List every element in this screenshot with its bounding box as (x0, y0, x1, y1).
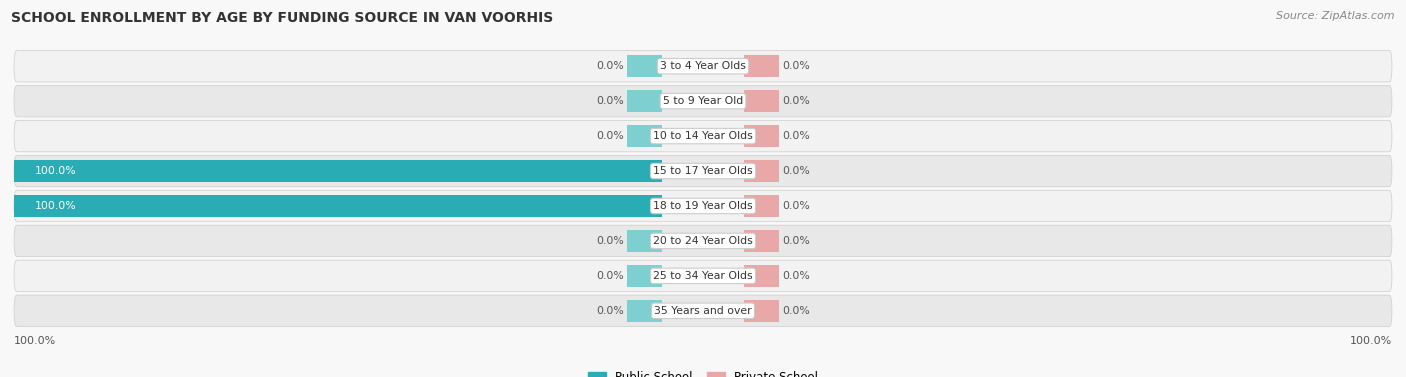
Text: 0.0%: 0.0% (782, 201, 810, 211)
Text: 3 to 4 Year Olds: 3 to 4 Year Olds (659, 61, 747, 71)
Text: 15 to 17 Year Olds: 15 to 17 Year Olds (654, 166, 752, 176)
Text: 0.0%: 0.0% (782, 131, 810, 141)
Bar (627, 230, 662, 252)
Legend: Public School, Private School: Public School, Private School (583, 366, 823, 377)
Text: 35 Years and over: 35 Years and over (654, 306, 752, 316)
FancyBboxPatch shape (14, 155, 1392, 187)
FancyBboxPatch shape (14, 225, 1392, 257)
Text: 0.0%: 0.0% (782, 236, 810, 246)
Bar (744, 230, 779, 252)
Bar (744, 300, 779, 322)
Bar (14, 160, 662, 182)
Bar (627, 55, 662, 77)
Bar (744, 125, 779, 147)
Bar (744, 195, 779, 217)
Bar (627, 125, 662, 147)
Text: 0.0%: 0.0% (596, 236, 624, 246)
Text: 0.0%: 0.0% (782, 61, 810, 71)
Text: Source: ZipAtlas.com: Source: ZipAtlas.com (1277, 11, 1395, 21)
Bar (627, 300, 662, 322)
Text: 0.0%: 0.0% (596, 96, 624, 106)
Bar (744, 90, 779, 112)
Bar (627, 265, 662, 287)
Text: 0.0%: 0.0% (596, 61, 624, 71)
Text: 25 to 34 Year Olds: 25 to 34 Year Olds (654, 271, 752, 281)
Text: 0.0%: 0.0% (782, 96, 810, 106)
Bar (627, 90, 662, 112)
FancyBboxPatch shape (14, 190, 1392, 222)
Bar (14, 195, 662, 217)
Bar (744, 265, 779, 287)
Text: 18 to 19 Year Olds: 18 to 19 Year Olds (654, 201, 752, 211)
Text: SCHOOL ENROLLMENT BY AGE BY FUNDING SOURCE IN VAN VOORHIS: SCHOOL ENROLLMENT BY AGE BY FUNDING SOUR… (11, 11, 554, 25)
Bar (744, 160, 779, 182)
Text: 100.0%: 100.0% (1350, 336, 1392, 346)
Text: 0.0%: 0.0% (782, 271, 810, 281)
Text: 0.0%: 0.0% (596, 271, 624, 281)
Bar (744, 55, 779, 77)
FancyBboxPatch shape (14, 295, 1392, 326)
Text: 100.0%: 100.0% (14, 336, 56, 346)
Text: 0.0%: 0.0% (782, 306, 810, 316)
Text: 10 to 14 Year Olds: 10 to 14 Year Olds (654, 131, 752, 141)
Text: 100.0%: 100.0% (35, 201, 76, 211)
Text: 0.0%: 0.0% (596, 306, 624, 316)
Text: 0.0%: 0.0% (596, 131, 624, 141)
Text: 0.0%: 0.0% (782, 166, 810, 176)
FancyBboxPatch shape (14, 120, 1392, 152)
FancyBboxPatch shape (14, 86, 1392, 117)
Text: 5 to 9 Year Old: 5 to 9 Year Old (662, 96, 744, 106)
Text: 20 to 24 Year Olds: 20 to 24 Year Olds (654, 236, 752, 246)
Text: 100.0%: 100.0% (35, 166, 76, 176)
FancyBboxPatch shape (14, 260, 1392, 291)
FancyBboxPatch shape (14, 51, 1392, 82)
